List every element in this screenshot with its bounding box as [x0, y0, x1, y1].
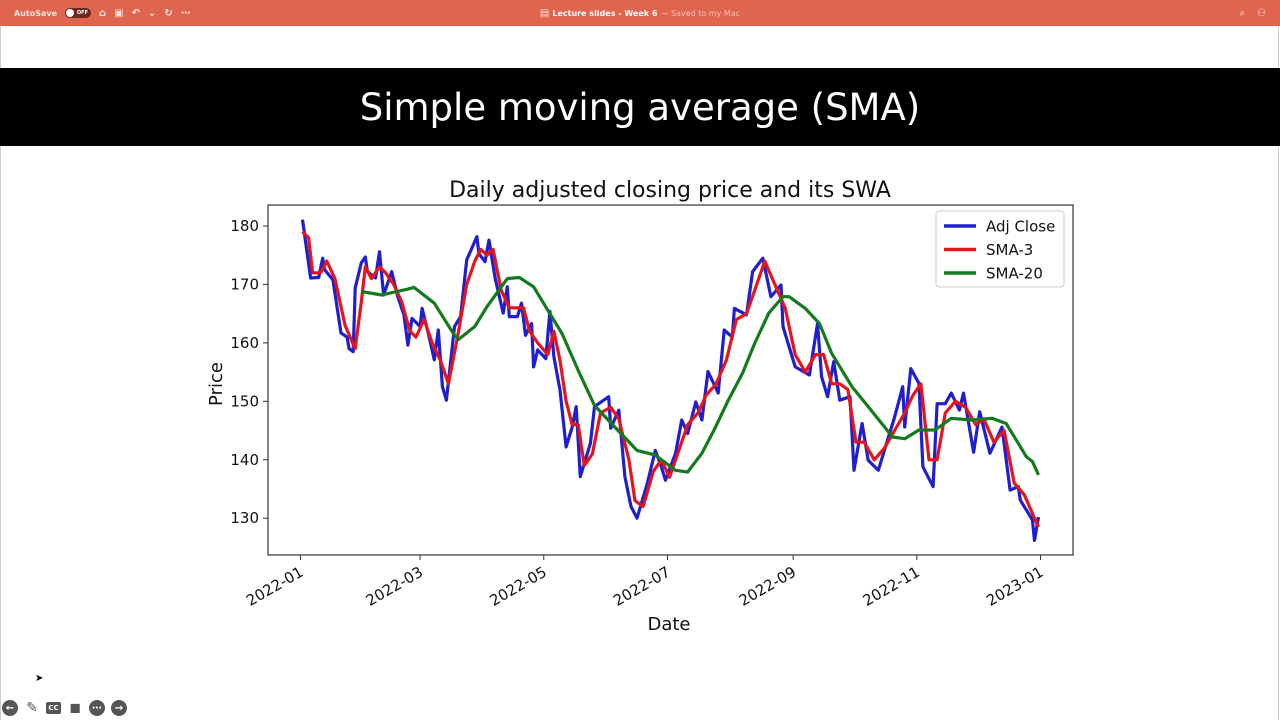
chevron-down-icon[interactable]: ⌄ — [148, 7, 157, 19]
legend: Adj Close SMA-3 SMA-20 — [935, 210, 1065, 288]
undo-icon[interactable]: ↶ — [131, 7, 141, 19]
x-tick-label: 2022-05 — [486, 563, 549, 610]
save-status: — Saved to my Mac — [660, 8, 741, 18]
x-tick-label: 2022-03 — [363, 563, 426, 610]
search-icon[interactable]: ⌕ — [1239, 7, 1246, 19]
y-tick-label: 170 — [230, 275, 259, 293]
series-line-sma-20 — [361, 275, 1040, 476]
x-tick-label: 2022-09 — [736, 563, 799, 610]
y-tick-label: 140 — [230, 451, 259, 469]
x-tick-label: 2022-11 — [860, 563, 923, 610]
captions-button[interactable]: CC — [46, 702, 61, 714]
x-tick-label: 2022-07 — [610, 563, 673, 610]
legend-label: SMA-20 — [986, 265, 1043, 283]
presenter-controls: ← ✎ CC ◼ ⋯ → — [2, 700, 127, 716]
series-line-adj-close — [300, 219, 1041, 542]
y-tick-label: 180 — [230, 217, 259, 235]
x-axis-label: Date — [647, 614, 690, 635]
slide-heading: Simple moving average (SMA) — [0, 68, 1280, 146]
autosave-toggle[interactable]: OFF — [65, 8, 92, 18]
x-tick-label: 2023-01 — [983, 563, 1046, 610]
video-off-icon[interactable]: ◼ — [69, 700, 81, 716]
y-tick-label: 150 — [230, 392, 259, 410]
redo-icon[interactable]: ↻ — [164, 7, 173, 19]
mouse-cursor-icon: ➤ — [35, 673, 44, 684]
y-tick-label: 130 — [230, 509, 259, 527]
home-icon[interactable]: ⌂ — [99, 7, 107, 19]
legend-label: SMA-3 — [986, 241, 1033, 259]
legend-label: Adj Close — [986, 218, 1055, 236]
plot-area — [267, 204, 1074, 556]
series-group — [300, 219, 1041, 542]
more-icon[interactable]: ⋯ — [180, 7, 191, 19]
series-line-sma-3 — [301, 230, 1040, 528]
more-options-button[interactable]: ⋯ — [89, 700, 105, 716]
save-icon[interactable]: ▣ — [114, 7, 124, 19]
pen-icon[interactable]: ✎ — [26, 700, 38, 716]
document-title: Lecture slides - Week 6 — [552, 8, 658, 18]
autosave-label: AutoSave — [14, 8, 58, 18]
previous-slide-button[interactable]: ← — [2, 700, 18, 716]
chart-title: Daily adjusted closing price and its SWA — [449, 178, 891, 203]
y-axis-label: Price — [206, 362, 227, 406]
title-bar: AutoSave OFF ⌂ ▣ ↶ ⌄ ↻ ⋯ ▤ Lecture slide… — [0, 0, 1280, 26]
y-tick-label: 160 — [230, 334, 259, 352]
share-icon[interactable]: ⚇ — [1257, 7, 1266, 19]
document-icon: ▤ — [539, 7, 550, 19]
x-tick-label: 2022-01 — [243, 563, 306, 610]
next-slide-button[interactable]: → — [111, 700, 127, 716]
